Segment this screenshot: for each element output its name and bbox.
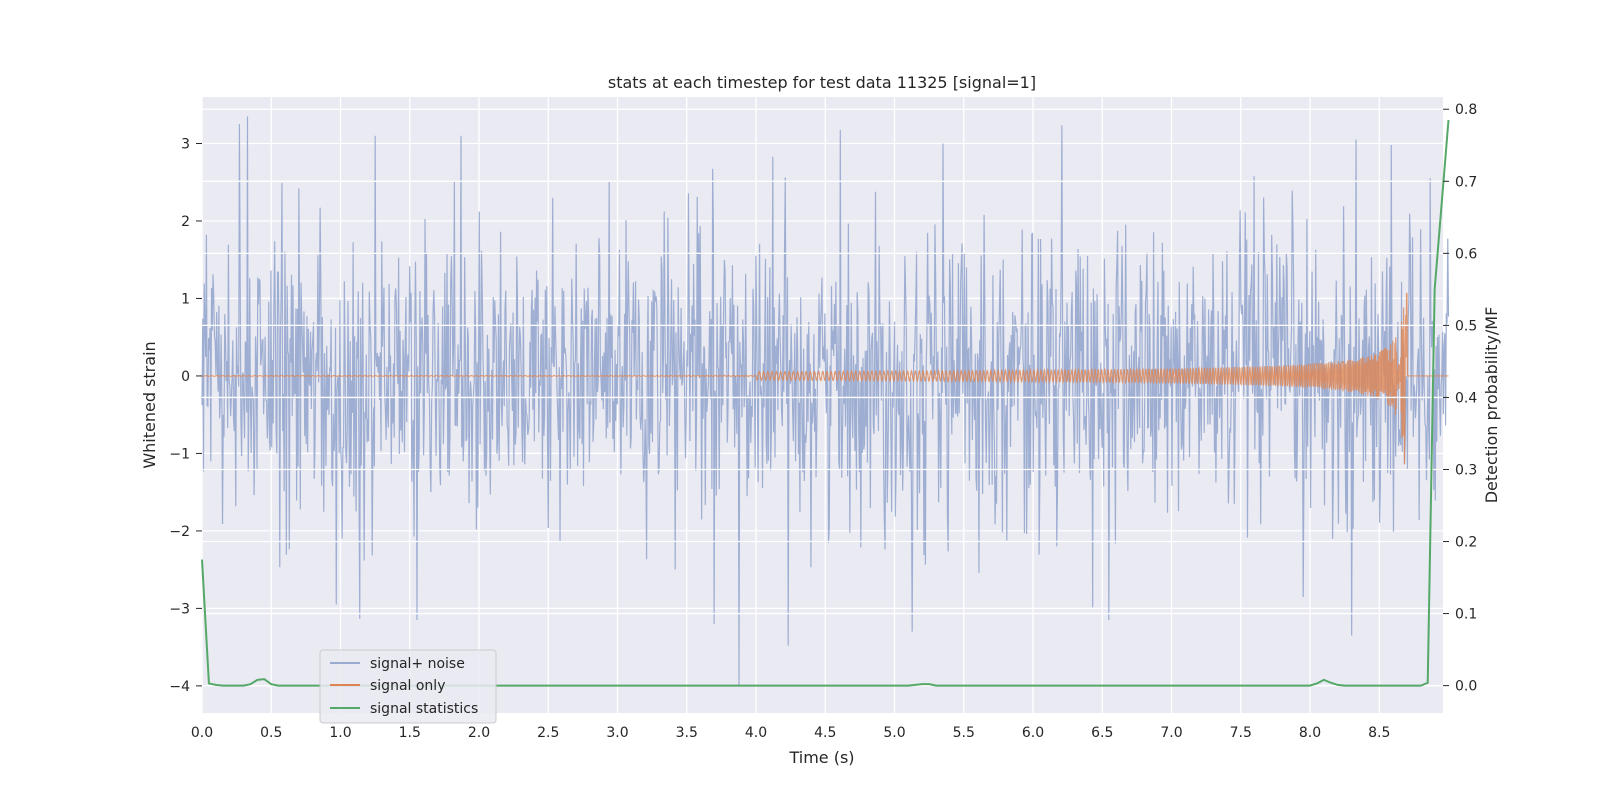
y2-tick-label: 0.1: [1455, 607, 1477, 623]
series-line-signal-only: [201, 292, 1449, 465]
x-tick-label: 6.5: [1091, 725, 1113, 741]
y-tick-label: −1: [169, 446, 190, 462]
x-tick-label: 0.0: [191, 725, 213, 741]
x-tick-label: 8.5: [1368, 725, 1390, 741]
plot-background: [202, 97, 1443, 713]
y-tick-label: −3: [169, 601, 190, 617]
x-tick-label: 1.5: [399, 725, 421, 741]
x-tick-label: 1.0: [329, 725, 351, 741]
series-signal-statistics: [201, 119, 1450, 687]
x-tick-label: 3.5: [676, 725, 698, 741]
series-signal-noise: [201, 116, 1450, 686]
legend-label-signal: signal only: [370, 678, 445, 694]
series-signal-only: [201, 292, 1449, 465]
y2-tick-label: 0.3: [1455, 462, 1477, 478]
x-tick-label: 2.0: [468, 725, 490, 741]
y-tick-label: 2: [181, 214, 190, 230]
x-tick-label: 3.0: [606, 725, 628, 741]
y2-tick-label: 0.6: [1455, 246, 1477, 262]
y-tick-label: 1: [181, 291, 190, 307]
y2-tick-label: 0.7: [1455, 174, 1477, 190]
x-tick-label: 4.0: [745, 725, 767, 741]
legend-label-noise: signal+ noise: [370, 656, 465, 672]
x-tick-label: 7.5: [1230, 725, 1252, 741]
y-tick-label: 0: [181, 369, 190, 385]
x-tick-label: 5.5: [953, 725, 975, 741]
x-tick-label: 4.5: [814, 725, 836, 741]
legend-box: [319, 649, 497, 724]
x-tick-label: 8.0: [1299, 725, 1321, 741]
legend-label-stats: signal statistics: [370, 701, 478, 717]
y2-tick-label: 0.8: [1455, 102, 1477, 118]
y2-tick-label: 0.5: [1455, 318, 1477, 334]
y-axis-title: Whitened strain: [140, 341, 159, 468]
series-line-signal-noise: [201, 116, 1450, 686]
x-tick-label: 0.5: [260, 725, 282, 741]
series-line-signal-statistics: [201, 119, 1450, 687]
x-tick-label: 2.5: [537, 725, 559, 741]
y2-tick-label: 0.4: [1455, 390, 1477, 406]
chart-title: stats at each timestep for test data 113…: [608, 73, 1036, 92]
x-tick-label: 5.0: [883, 725, 905, 741]
x-axis-title: Time (s): [788, 748, 854, 767]
right-axis-grid: [202, 108, 1443, 687]
y-tick-label: −4: [169, 679, 190, 695]
axis-ticks: 0.0 0.5 1.0 1.5 2.0 2.5 3.0 3.5 4.0 4.5 5.0 5.5 6.0 6…: [169, 102, 1477, 741]
y-tick-label: 3: [181, 136, 190, 152]
y2-axis-title: Detection probability/MF: [1482, 307, 1501, 504]
legend: signal+ noise signal only signal statist…: [319, 649, 497, 724]
y2-tick-label: 0.0: [1455, 679, 1477, 695]
x-tick-label: 7.0: [1160, 725, 1182, 741]
x-tick-label: 6.0: [1022, 725, 1044, 741]
y2-tick-label: 0.2: [1455, 535, 1477, 551]
y-tick-label: −2: [169, 524, 190, 540]
